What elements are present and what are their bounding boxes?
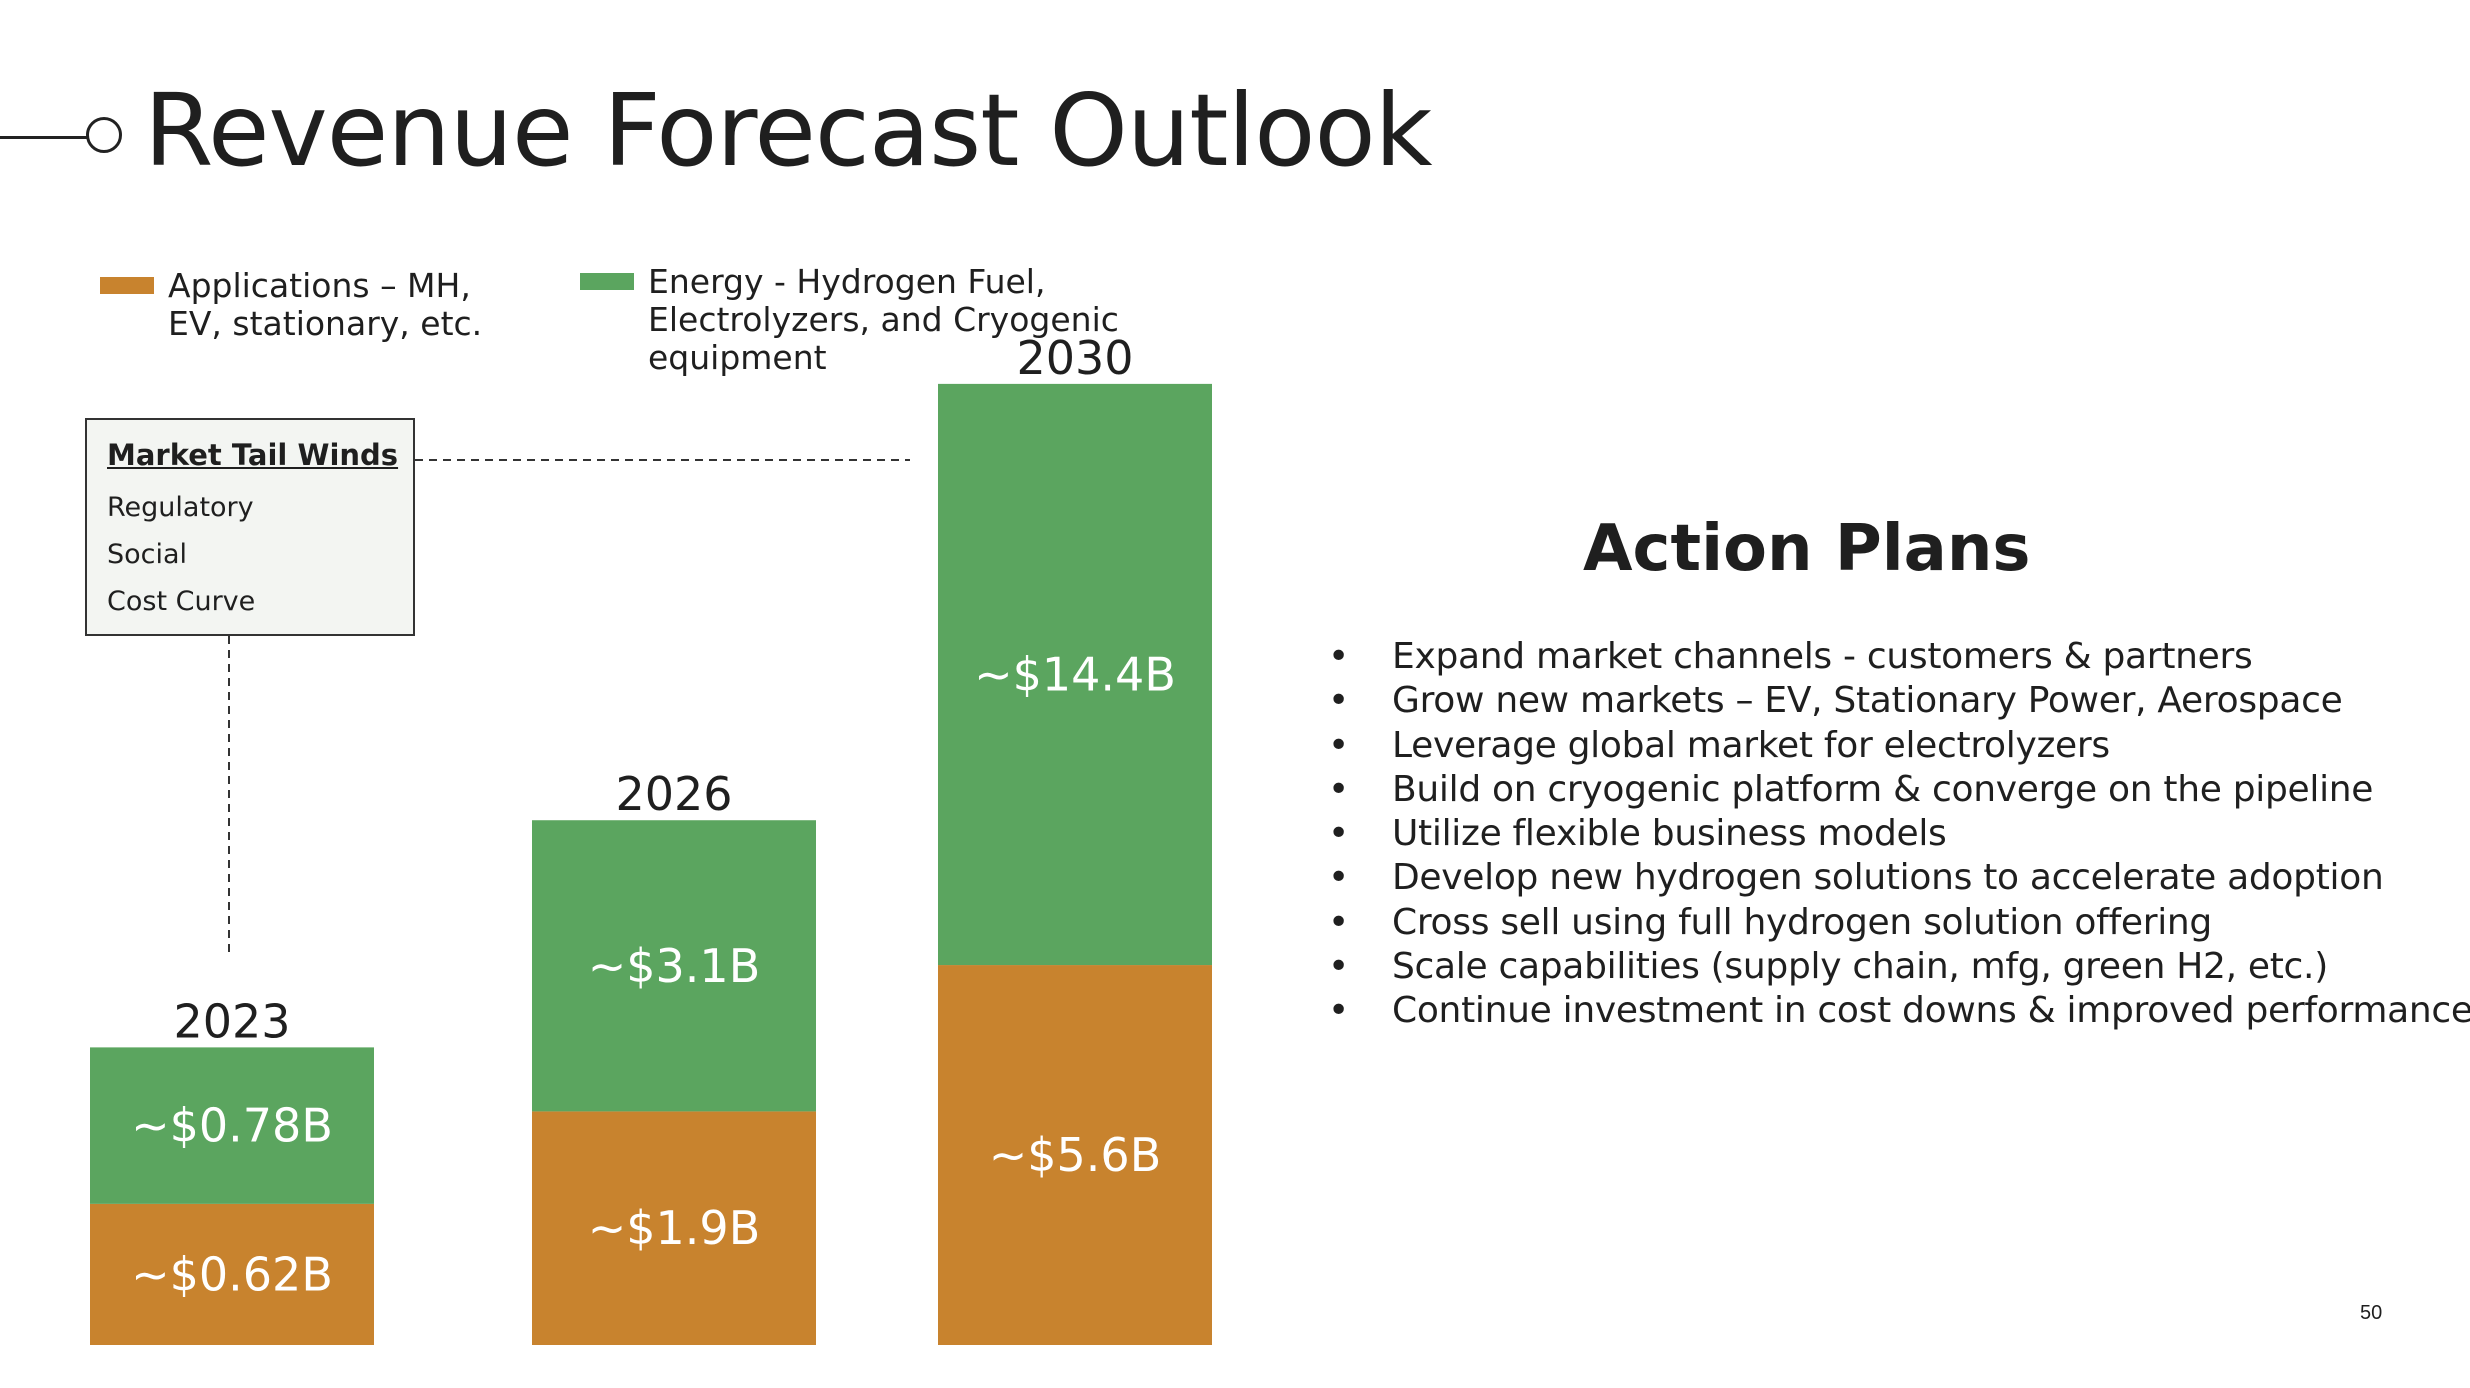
tail-wind-social: Social [107,539,188,570]
market-tail-winds-box: Market Tail Winds Regulatory Social Cost… [85,418,415,636]
action-plan-item: Continue investment in cost downs & impr… [1324,989,2470,1034]
page-title: Revenue Forecast Outlook [144,72,1433,189]
bar-2023-energy [90,1047,374,1204]
action-plan-item: Scale capabilities (supply chain, mfg, g… [1324,945,2464,990]
legend-label-applications: Applications – MH, EV, stationary, etc. [168,266,483,343]
action-plan-item: Build on cryogenic platform & converge o… [1324,768,2464,813]
bars-group: ~$0.62B ~$0.78B 2023 ~$1.9B ~$3.1B 2026 ~$5.6B… [90,331,1212,1345]
bar-2030-energy [938,383,1212,966]
action-plan-item: Cross sell using full hydrogen solution … [1324,901,2464,946]
action-plan-item: Grow new markets – EV, Stationary Power,… [1324,679,2464,724]
legend-item-energy: Energy - Hydrogen Fuel, Electrolyzers, a… [580,263,1140,377]
revenue-stacked-bar-chart: ~$0.62B ~$0.78B 2023 ~$1.9B ~$3.1B 2026 ~$5.6B… [90,331,1212,1345]
action-plan-item: Leverage global market for electrolyzers [1324,724,2464,769]
bar-2026-applications [532,1111,816,1345]
title-decor-circle [86,117,122,153]
data-label-2030-energy: ~$14.4B [974,647,1176,701]
title-decor-line [0,136,88,139]
data-label-2026-energy: ~$3.1B [588,939,761,993]
bar-2023-applications [90,1203,374,1345]
legend-label-energy: Energy - Hydrogen Fuel, Electrolyzers, a… [648,262,1119,377]
action-plan-item: Utilize flexible business models [1324,812,2464,857]
action-plans-title: Action Plans [1583,512,2031,586]
action-plans-list: Expand market channels - customers & par… [1324,635,2470,1034]
page-number: 50 [2360,1302,2383,1324]
tail-wind-regulatory: Regulatory [107,492,254,523]
legend-swatch-energy [580,273,634,290]
action-plan-item: Develop new hydrogen solutions to accele… [1324,856,2464,901]
tailwind-connectors [228,459,910,952]
market-tail-winds-title: Market Tail Winds [107,438,399,472]
action-plan-item: Expand market channels - customers & par… [1324,635,2464,680]
data-label-2030-applications: ~$5.6B [989,1128,1162,1182]
legend-swatch-applications [100,277,154,294]
data-label-2023-applications: ~$0.62B [131,1247,333,1301]
tail-wind-cost-curve: Cost Curve [107,586,256,617]
legend-item-applications: Applications – MH, EV, stationary, etc. [100,267,520,343]
category-label-2023: 2023 [173,994,290,1048]
data-label-2026-applications: ~$1.9B [588,1201,761,1255]
category-label-2026: 2026 [615,767,732,821]
bar-2026-energy [532,820,816,1112]
data-label-2023-energy: ~$0.78B [131,1099,333,1153]
category-label-2030: 2030 [1016,331,1133,385]
bar-2030-applications [938,965,1212,1345]
